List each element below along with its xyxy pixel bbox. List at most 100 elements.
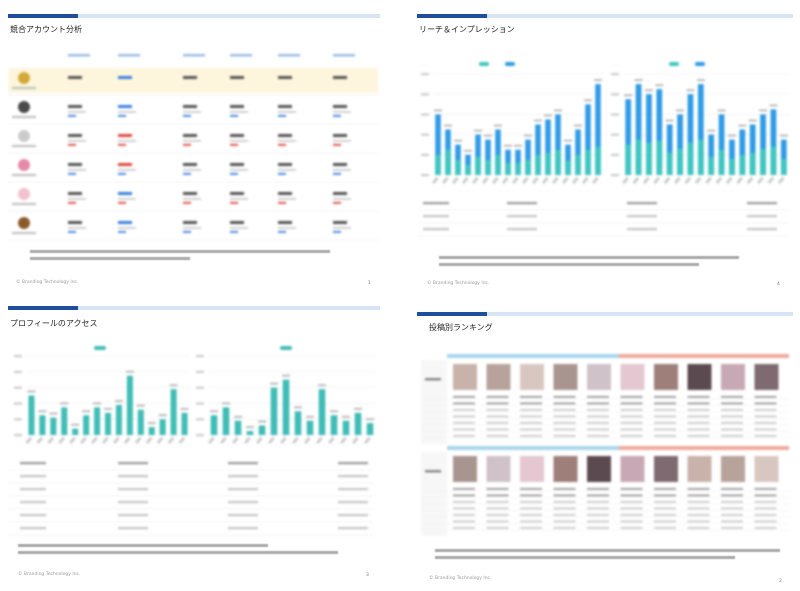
legend-swatch bbox=[280, 346, 292, 350]
post-metric bbox=[553, 428, 576, 431]
x-tick-label bbox=[491, 176, 499, 185]
profile-chart-left bbox=[14, 346, 190, 445]
post-metric bbox=[754, 435, 777, 437]
post-metric bbox=[654, 494, 676, 497]
post-metric bbox=[453, 435, 475, 437]
post-metric bbox=[721, 520, 743, 523]
row-label-column bbox=[421, 360, 447, 444]
y-tick-label bbox=[196, 386, 204, 389]
panel-title: リーチ＆インプレッション bbox=[419, 25, 515, 34]
post-metric bbox=[587, 415, 609, 418]
bar bbox=[656, 140, 663, 175]
x-tick-label bbox=[725, 176, 733, 185]
bar bbox=[465, 164, 471, 175]
y-tick-label bbox=[196, 355, 204, 358]
bar bbox=[635, 139, 642, 175]
post-thumbnail bbox=[620, 364, 645, 390]
cell-subvalue bbox=[230, 227, 248, 229]
post-metric bbox=[654, 514, 676, 516]
data-label bbox=[125, 370, 134, 373]
post-metric bbox=[453, 488, 475, 490]
competitor-table bbox=[8, 54, 378, 241]
profile-summary-table bbox=[8, 462, 374, 536]
x-tick-label bbox=[101, 436, 109, 445]
x-tick-label bbox=[134, 436, 142, 445]
cell-subvalue bbox=[230, 140, 248, 142]
cell-delta bbox=[183, 202, 191, 204]
cell-value bbox=[68, 192, 82, 195]
account-avatar bbox=[18, 72, 30, 84]
post-metric bbox=[553, 507, 576, 510]
x-tick-label bbox=[441, 176, 449, 185]
post-metric bbox=[754, 488, 777, 490]
data-label bbox=[655, 84, 664, 87]
cell-delta bbox=[278, 231, 286, 233]
panel-ranking: 投稿別ランキング © Branding Technology Inc. 2 bbox=[417, 296, 793, 591]
post-metric bbox=[486, 415, 509, 418]
cell-delta bbox=[230, 115, 238, 117]
cell-value bbox=[20, 514, 46, 517]
x-tick-label bbox=[303, 436, 311, 445]
cell-value bbox=[423, 228, 449, 231]
account-avatar bbox=[18, 101, 30, 113]
cell-delta bbox=[333, 115, 341, 117]
cell-value bbox=[278, 76, 292, 79]
x-tick-label bbox=[663, 176, 671, 185]
post-metric bbox=[520, 494, 542, 497]
y-tick-label bbox=[611, 73, 619, 76]
post-metric bbox=[587, 520, 609, 523]
data-label bbox=[676, 109, 685, 112]
post-metric bbox=[553, 488, 576, 490]
bar bbox=[760, 148, 766, 175]
post-metric bbox=[620, 514, 643, 516]
x-tick-label bbox=[581, 176, 589, 185]
cell-subvalue bbox=[230, 198, 248, 200]
legend-swatch bbox=[695, 62, 705, 66]
post-metric bbox=[687, 422, 710, 424]
cell-subvalue bbox=[68, 140, 86, 142]
post-metric bbox=[453, 494, 475, 497]
x-tick-label bbox=[694, 176, 702, 185]
y-tick-label bbox=[14, 402, 22, 405]
bar bbox=[485, 139, 491, 175]
cell-value bbox=[278, 221, 292, 224]
cell-value bbox=[183, 192, 197, 195]
page-number: 3 bbox=[366, 573, 369, 578]
cell-value bbox=[333, 134, 347, 137]
y-tick-label bbox=[196, 434, 204, 437]
post-metric bbox=[754, 514, 777, 516]
cell-value bbox=[278, 192, 292, 195]
cell-value bbox=[118, 514, 148, 517]
cell-delta bbox=[333, 202, 341, 204]
cell-value bbox=[228, 527, 258, 530]
cell-value bbox=[230, 221, 244, 224]
post-metric bbox=[620, 402, 643, 405]
data-label bbox=[294, 406, 302, 409]
post-metric bbox=[486, 488, 509, 490]
post-metric bbox=[620, 428, 643, 431]
legend-swatch bbox=[669, 62, 679, 66]
data-label bbox=[544, 114, 552, 117]
bar bbox=[465, 154, 471, 175]
post-metric bbox=[620, 435, 643, 437]
panel-title: 競合アカウント分析 bbox=[10, 25, 82, 34]
column-header bbox=[278, 54, 300, 57]
header-accent-bar bbox=[8, 14, 380, 18]
y-tick-label bbox=[14, 355, 22, 358]
bar bbox=[555, 149, 561, 175]
post-metric bbox=[687, 494, 710, 497]
cell-delta bbox=[118, 144, 126, 146]
summary-text-block bbox=[18, 542, 358, 558]
post-metric bbox=[486, 435, 509, 437]
x-tick-label bbox=[501, 176, 509, 185]
cell-delta bbox=[278, 144, 286, 146]
x-tick-label bbox=[736, 176, 744, 185]
x-tick-label bbox=[145, 436, 153, 445]
post-metric bbox=[520, 435, 542, 437]
account-avatar bbox=[18, 159, 30, 171]
post-thumbnail bbox=[486, 364, 511, 390]
bar bbox=[61, 407, 68, 435]
data-label bbox=[759, 109, 768, 112]
bar bbox=[718, 114, 725, 175]
bar bbox=[435, 154, 441, 175]
